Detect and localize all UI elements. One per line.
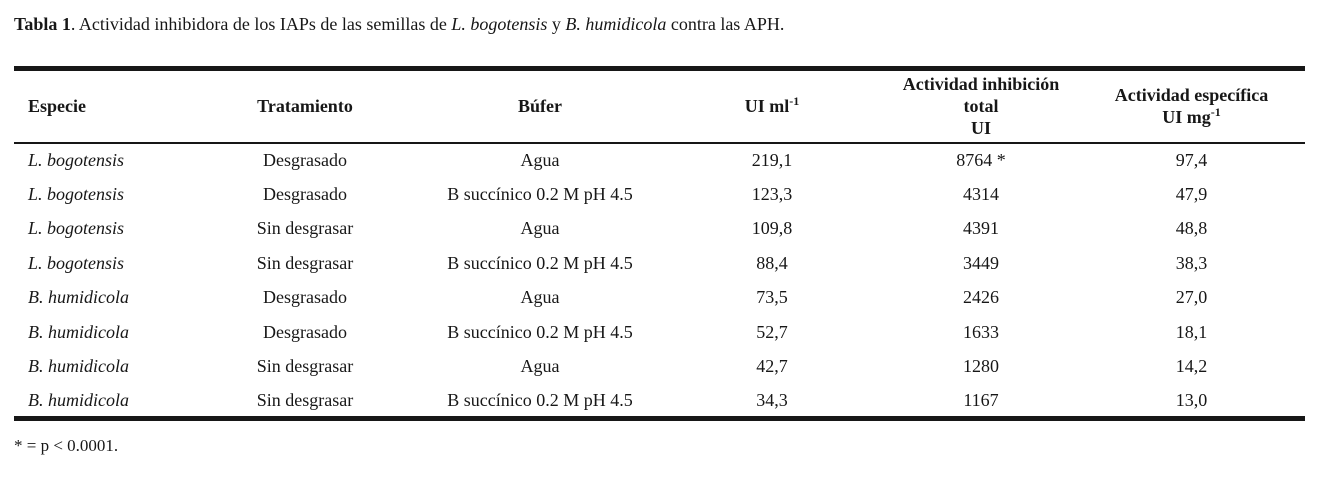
table-row: B. humidicola Sin desgrasar Agua 42,7 12…: [14, 350, 1305, 385]
cell-bufer: Agua: [520, 149, 560, 170]
header-row: Especie Tratamiento Búfer UI ml-1 Activi…: [14, 68, 1305, 144]
cell-tratamiento: Desgrasado: [263, 321, 347, 342]
header-ui-ml-base: UI ml: [744, 96, 790, 117]
table-row: B. humidicola Desgrasado Agua 73,5 2426 …: [14, 281, 1305, 316]
header-actividad-especifica-sup: -1: [1210, 105, 1221, 120]
cell-tratamiento: Sin desgrasar: [256, 389, 354, 410]
cell-tratamiento: Sin desgrasar: [256, 356, 354, 377]
table-row: B. humidicola Desgrasado B succínico 0.2…: [14, 315, 1305, 350]
cell-actividad-total: 4391: [963, 218, 999, 239]
cell-tratamiento: Desgrasado: [263, 287, 347, 308]
table-row: L. bogotensis Sin desgrasar B succínico …: [14, 246, 1305, 281]
cell-especie: B. humidicola: [28, 321, 129, 342]
cell-actividad-total: 4314: [963, 183, 999, 204]
caption-species-2: B. humidicola: [565, 14, 667, 34]
table-row: L. bogotensis Desgrasado Agua 219,1 8764…: [14, 143, 1305, 178]
cell-bufer: B succínico 0.2 M pH 4.5: [447, 321, 633, 342]
caption-conjunction: y: [547, 14, 566, 34]
cell-especie: L. bogotensis: [28, 149, 125, 170]
cell-actividad-total: 1633: [963, 321, 999, 342]
cell-actividad-especifica: 47,9: [1175, 183, 1208, 204]
cell-actividad-total: 1167: [963, 389, 999, 410]
cell-bufer: B succínico 0.2 M pH 4.5: [447, 183, 633, 204]
cell-tratamiento: Desgrasado: [263, 149, 347, 170]
header-actividad-total-line1: Actividad inhibición: [902, 74, 1060, 95]
cell-actividad-especifica: 14,2: [1175, 356, 1208, 377]
cell-ui-ml: 73,5: [756, 287, 788, 308]
cell-actividad-total: 1280: [963, 356, 999, 377]
header-actividad-especifica: Actividad específica UI mg-1: [1078, 68, 1305, 144]
table-row: L. bogotensis Desgrasado B succínico 0.2…: [14, 177, 1305, 212]
cell-ui-ml: 34,3: [756, 389, 788, 410]
caption-text-2: contra las APH.: [666, 14, 785, 34]
cell-bufer: Agua: [520, 287, 560, 308]
cell-especie: L. bogotensis: [28, 218, 125, 239]
cell-actividad-total: 8764 *: [956, 149, 1006, 170]
header-actividad-total: Actividad inhibición total UI: [884, 68, 1078, 144]
cell-actividad-total: 3449: [963, 252, 999, 273]
cell-bufer: B succínico 0.2 M pH 4.5: [447, 252, 633, 273]
table-caption-label: Tabla 1: [14, 14, 71, 34]
cell-ui-ml: 109,8: [751, 218, 793, 239]
header-actividad-especifica-base: UI mg: [1162, 107, 1211, 128]
header-especie: Especie: [14, 68, 190, 144]
cell-tratamiento: Sin desgrasar: [256, 252, 354, 273]
cell-actividad-especifica: 13,0: [1175, 389, 1208, 410]
cell-tratamiento: Sin desgrasar: [256, 218, 354, 239]
header-ui-ml: UI ml-1: [660, 68, 884, 144]
header-bufer: Búfer: [420, 68, 660, 144]
cell-bufer: B succínico 0.2 M pH 4.5: [447, 389, 633, 410]
cell-bufer: Agua: [520, 218, 560, 239]
table-row: L. bogotensis Sin desgrasar Agua 109,8 4…: [14, 212, 1305, 247]
header-tratamiento: Tratamiento: [190, 68, 420, 144]
cell-actividad-especifica: 18,1: [1175, 321, 1208, 342]
caption-text-1: . Actividad inhibidora de los IAPs de la…: [70, 14, 452, 34]
header-actividad-total-line2: total: [963, 96, 999, 117]
header-actividad-total-line3: UI: [970, 118, 991, 139]
footnote: * = p < 0.0001.: [14, 436, 119, 455]
table-row: B. humidicola Sin desgrasar B succínico …: [14, 384, 1305, 419]
cell-especie: L. bogotensis: [28, 183, 125, 204]
cell-bufer: Agua: [520, 356, 560, 377]
cell-actividad-especifica: 48,8: [1175, 218, 1208, 239]
cell-especie: L. bogotensis: [28, 252, 125, 273]
cell-especie: B. humidicola: [28, 356, 129, 377]
cell-ui-ml: 219,1: [751, 149, 793, 170]
cell-actividad-especifica: 27,0: [1175, 287, 1208, 308]
cell-especie: B. humidicola: [28, 287, 129, 308]
cell-actividad-total: 2426: [963, 287, 999, 308]
cell-actividad-especifica: 97,4: [1175, 149, 1208, 170]
cell-tratamiento: Desgrasado: [263, 183, 347, 204]
header-actividad-especifica-line2: UI mg-1: [1080, 106, 1303, 128]
header-ui-ml-sup: -1: [789, 94, 800, 109]
caption-species-1: L. bogotensis: [451, 14, 548, 34]
cell-ui-ml: 123,3: [751, 183, 793, 204]
cell-ui-ml: 42,7: [756, 356, 788, 377]
cell-especie: B. humidicola: [28, 389, 129, 410]
header-actividad-especifica-line1: Actividad específica: [1114, 85, 1269, 106]
cell-actividad-especifica: 38,3: [1175, 252, 1208, 273]
cell-ui-ml: 88,4: [756, 252, 788, 273]
results-table: Especie Tratamiento Búfer UI ml-1 Activi…: [14, 66, 1305, 421]
cell-ui-ml: 52,7: [756, 321, 788, 342]
table-caption: Tabla 1. Actividad inhibidora de los IAP…: [0, 0, 1318, 36]
